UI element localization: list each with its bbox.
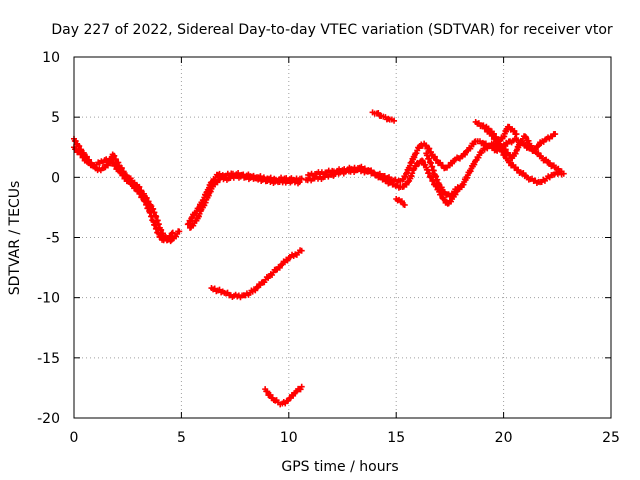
series-track-main-4 (184, 170, 305, 228)
data-point (413, 150, 420, 157)
series-track-main-1 (71, 135, 183, 245)
data-point (168, 230, 175, 237)
data-point (264, 388, 271, 395)
data-point (267, 391, 274, 398)
series-track-main-6 (305, 163, 404, 191)
series-track-short-1 (369, 109, 398, 124)
data-point (422, 161, 429, 168)
data-point (522, 134, 529, 141)
y-tick-label: -15 (37, 351, 60, 367)
data-point (169, 229, 176, 236)
data-point (80, 154, 87, 161)
series-track-high-3 (423, 150, 466, 200)
data-point (187, 218, 194, 225)
series-track-low-2 (262, 383, 305, 408)
y-axis-label: SDTVAR / TECUs (7, 181, 23, 296)
data-point (111, 152, 118, 159)
data-point (535, 150, 542, 157)
data-point (391, 117, 398, 124)
data-point (543, 156, 550, 163)
data-point (167, 233, 174, 240)
data-point (176, 228, 183, 235)
axis-ticks: 0 5 10 15 20 25 -20 -15 -10 -5 0 5 10 (37, 50, 620, 446)
data-point (438, 184, 445, 191)
data-point (133, 184, 140, 191)
data-point (419, 158, 426, 165)
y-tick-label: 10 (42, 50, 60, 66)
data-point (511, 127, 518, 134)
data-point (431, 153, 438, 160)
data-point (513, 131, 520, 138)
data-point (298, 247, 305, 254)
series-track-main-2 (71, 144, 176, 244)
data-point (298, 175, 305, 182)
data-point (459, 181, 466, 188)
grid-lines (74, 57, 611, 418)
data-point (401, 202, 408, 209)
y-tick-label: -10 (37, 291, 60, 307)
series-track-short-2 (393, 195, 408, 209)
data-point (78, 151, 85, 158)
data-point (130, 182, 137, 189)
x-tick-label: 10 (280, 430, 298, 446)
data-point (499, 143, 506, 150)
series-track-low-1 (208, 247, 305, 301)
x-tick-label: 5 (177, 430, 186, 446)
data-point (528, 142, 535, 149)
data-point (112, 156, 119, 163)
y-tick-label: -20 (37, 411, 60, 427)
y-tick-label: -5 (46, 231, 60, 247)
data-point (475, 120, 482, 127)
data-point (555, 165, 562, 172)
data-point (412, 163, 419, 170)
x-tick-label: 20 (495, 430, 513, 446)
data-point (490, 130, 497, 137)
data-point (512, 150, 519, 157)
data-point (298, 383, 305, 390)
data-point (423, 142, 430, 149)
x-tick-label: 0 (70, 430, 79, 446)
x-axis-label: GPS time / hours (281, 459, 398, 475)
data-point (560, 170, 567, 177)
data-point (428, 174, 435, 181)
data-point (552, 131, 559, 138)
data-series (71, 109, 567, 408)
data-point (120, 172, 127, 179)
series-track-upper-right-2 (483, 123, 520, 145)
data-point (126, 177, 133, 184)
data-point (118, 169, 125, 176)
data-point (493, 133, 500, 140)
data-point (525, 137, 532, 144)
data-point (110, 159, 117, 166)
data-point (137, 190, 144, 197)
data-point (480, 122, 487, 129)
data-point (485, 125, 492, 132)
data-point (106, 157, 113, 164)
data-point (155, 230, 162, 237)
data-point (430, 177, 437, 184)
data-point (441, 196, 448, 203)
data-point (427, 149, 434, 156)
data-point (507, 159, 514, 166)
y-tick-label: 0 (51, 170, 60, 186)
data-point (402, 173, 409, 180)
x-tick-label: 25 (602, 430, 620, 446)
data-point (158, 234, 165, 241)
x-tick-label: 15 (387, 430, 405, 446)
data-point (398, 198, 405, 205)
series-track-high-2 (399, 140, 567, 207)
data-point (140, 194, 147, 201)
data-point (76, 143, 83, 150)
data-point (136, 183, 143, 190)
chart-title: Day 227 of 2022, Sidereal Day-to-day VTE… (51, 22, 613, 38)
data-point (426, 145, 433, 152)
data-point (502, 146, 509, 153)
y-tick-label: 5 (51, 110, 60, 126)
